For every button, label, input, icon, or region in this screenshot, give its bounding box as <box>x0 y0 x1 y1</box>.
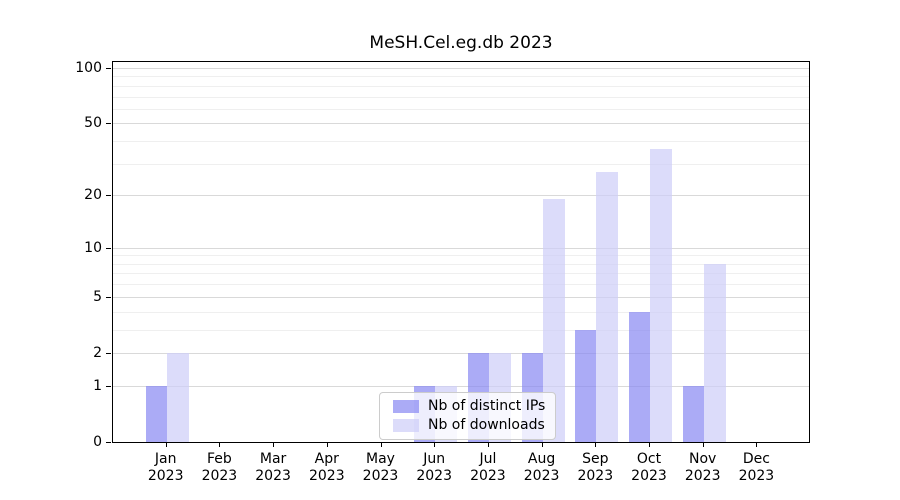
x-tick <box>219 443 221 447</box>
y-tick-label: 5 <box>93 288 102 305</box>
gridline-major <box>113 352 809 354</box>
bar-downloads <box>542 199 565 442</box>
plot-area <box>112 61 810 443</box>
gridline-minor <box>113 329 809 331</box>
y-tick <box>106 247 111 249</box>
y-tick-label: 1 <box>93 377 102 394</box>
gridline-minor <box>113 141 809 143</box>
y-tick <box>106 67 111 69</box>
y-tick <box>106 352 111 354</box>
x-tick <box>702 443 704 447</box>
x-tick-label: Feb 2023 <box>201 451 238 484</box>
x-tick <box>487 443 489 447</box>
x-tick <box>541 443 543 447</box>
gridline-minor <box>113 163 809 165</box>
legend-swatch-distinct-ips <box>393 400 419 413</box>
gridline-minor <box>113 311 809 313</box>
legend-item-downloads: Nb of downloads <box>393 417 545 434</box>
bar-distinct-ips <box>145 385 167 442</box>
bar-downloads <box>703 263 726 442</box>
x-tick-label: Dec 2023 <box>738 451 775 484</box>
y-tick-label: 2 <box>93 344 102 361</box>
gridline-minor <box>113 284 809 286</box>
bar-distinct-ips <box>682 385 704 442</box>
gridline-minor <box>113 76 809 78</box>
x-tick-label: Jul 2023 <box>470 451 506 484</box>
x-tick <box>273 443 275 447</box>
y-tick-label: 10 <box>84 239 102 256</box>
x-tick-label: Apr 2023 <box>308 451 345 484</box>
bar-downloads <box>650 149 672 442</box>
x-tick <box>756 443 758 447</box>
x-tick-label: Mar 2023 <box>255 451 291 484</box>
x-tick <box>326 443 328 447</box>
gridline-minor <box>113 85 809 87</box>
gridline-minor <box>113 273 809 275</box>
legend-label-downloads: Nb of downloads <box>428 417 545 433</box>
y-tick-label: 50 <box>84 115 102 132</box>
x-tick <box>165 443 167 447</box>
x-tick-label: Oct 2023 <box>631 451 667 484</box>
gridline-major <box>113 385 809 387</box>
legend: Nb of distinct IPs Nb of downloads <box>379 392 557 440</box>
x-tick-label: Jan 2023 <box>147 451 184 484</box>
x-tick <box>380 443 382 447</box>
y-tick-label: 0 <box>93 434 102 450</box>
bar-distinct-ips <box>575 329 597 442</box>
bar-downloads <box>596 171 619 442</box>
y-tick <box>106 442 111 443</box>
y-tick <box>106 385 111 387</box>
bar-distinct-ips <box>629 311 650 442</box>
x-tick-label: May 2023 <box>362 451 399 484</box>
x-tick <box>434 443 436 447</box>
y-tick <box>106 296 111 298</box>
x-tick-label: Jun 2023 <box>416 451 452 484</box>
x-tick <box>649 443 650 447</box>
gridline-major <box>113 123 809 125</box>
gridline-minor <box>113 108 809 110</box>
gridline-major <box>113 67 809 69</box>
gridline-major <box>113 247 809 249</box>
gridline-major <box>113 195 809 197</box>
gridline-minor <box>113 255 809 257</box>
gridline-major <box>113 296 809 298</box>
chart-title: MeSH.Cel.eg.db 2023 <box>369 33 553 53</box>
x-tick <box>595 443 597 447</box>
legend-swatch-downloads <box>393 419 419 432</box>
gridline-minor <box>113 263 809 265</box>
y-tick <box>106 123 111 125</box>
x-tick-label: Aug 2023 <box>523 451 560 484</box>
gridline-minor <box>113 96 809 98</box>
legend-item-distinct-ips: Nb of distinct IPs <box>393 398 545 415</box>
y-tick-label: 100 <box>75 59 102 76</box>
x-tick-label: Sep 2023 <box>577 451 614 484</box>
x-tick-label: Nov 2023 <box>684 451 721 484</box>
bar-downloads <box>166 352 189 442</box>
y-tick-label: 20 <box>84 187 102 204</box>
legend-label-distinct-ips: Nb of distinct IPs <box>428 398 546 414</box>
y-tick <box>106 195 111 197</box>
